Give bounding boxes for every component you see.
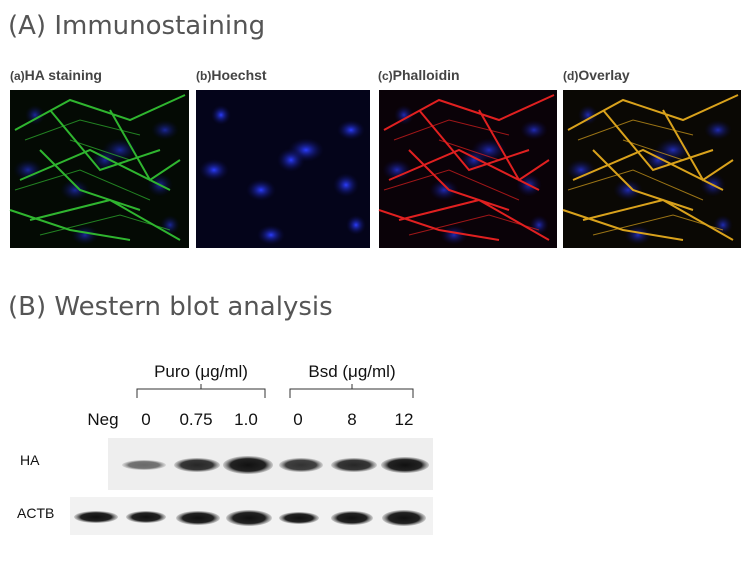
blot-actb [70,497,433,535]
group-label: Bsd (μg/ml) [308,362,395,381]
section-title: (B) Western blot analysis [8,292,333,322]
micrograph [196,90,370,248]
panel-tag: (b) [196,69,211,83]
panel-label: (c)Phalloidin [378,67,460,83]
panel-label: (b)Hoechst [196,67,267,83]
micrograph [9,90,189,248]
panel-label: (a)HA staining [10,67,102,83]
lane-label: 0 [141,410,150,429]
lane-label: Neg [87,410,118,429]
panel-tag: (c) [378,69,393,83]
panel-name: Overlay [578,67,630,83]
micrograph [378,90,557,248]
panel-tag: (a) [10,69,25,83]
panel-tag: (d) [563,69,578,83]
lane-label: 1.0 [234,410,258,429]
group-label: Puro (μg/ml) [154,362,248,381]
row-label: ACTB [17,505,54,521]
lane-label: 0.75 [179,410,212,429]
row-label: HA [20,452,40,468]
panel-name: Hoechst [211,67,267,83]
bracket [289,384,414,398]
blot-ha [108,438,433,490]
micrograph [562,90,741,248]
panel-name: Phalloidin [393,67,460,83]
lane-label: 0 [293,410,302,429]
bracket [136,384,266,398]
panel-name: HA staining [25,67,102,83]
lane-label: 12 [395,410,414,429]
panel-label: (d)Overlay [563,67,630,83]
lane-label: 8 [347,410,356,429]
section-title: (A) Immunostaining [8,11,265,41]
